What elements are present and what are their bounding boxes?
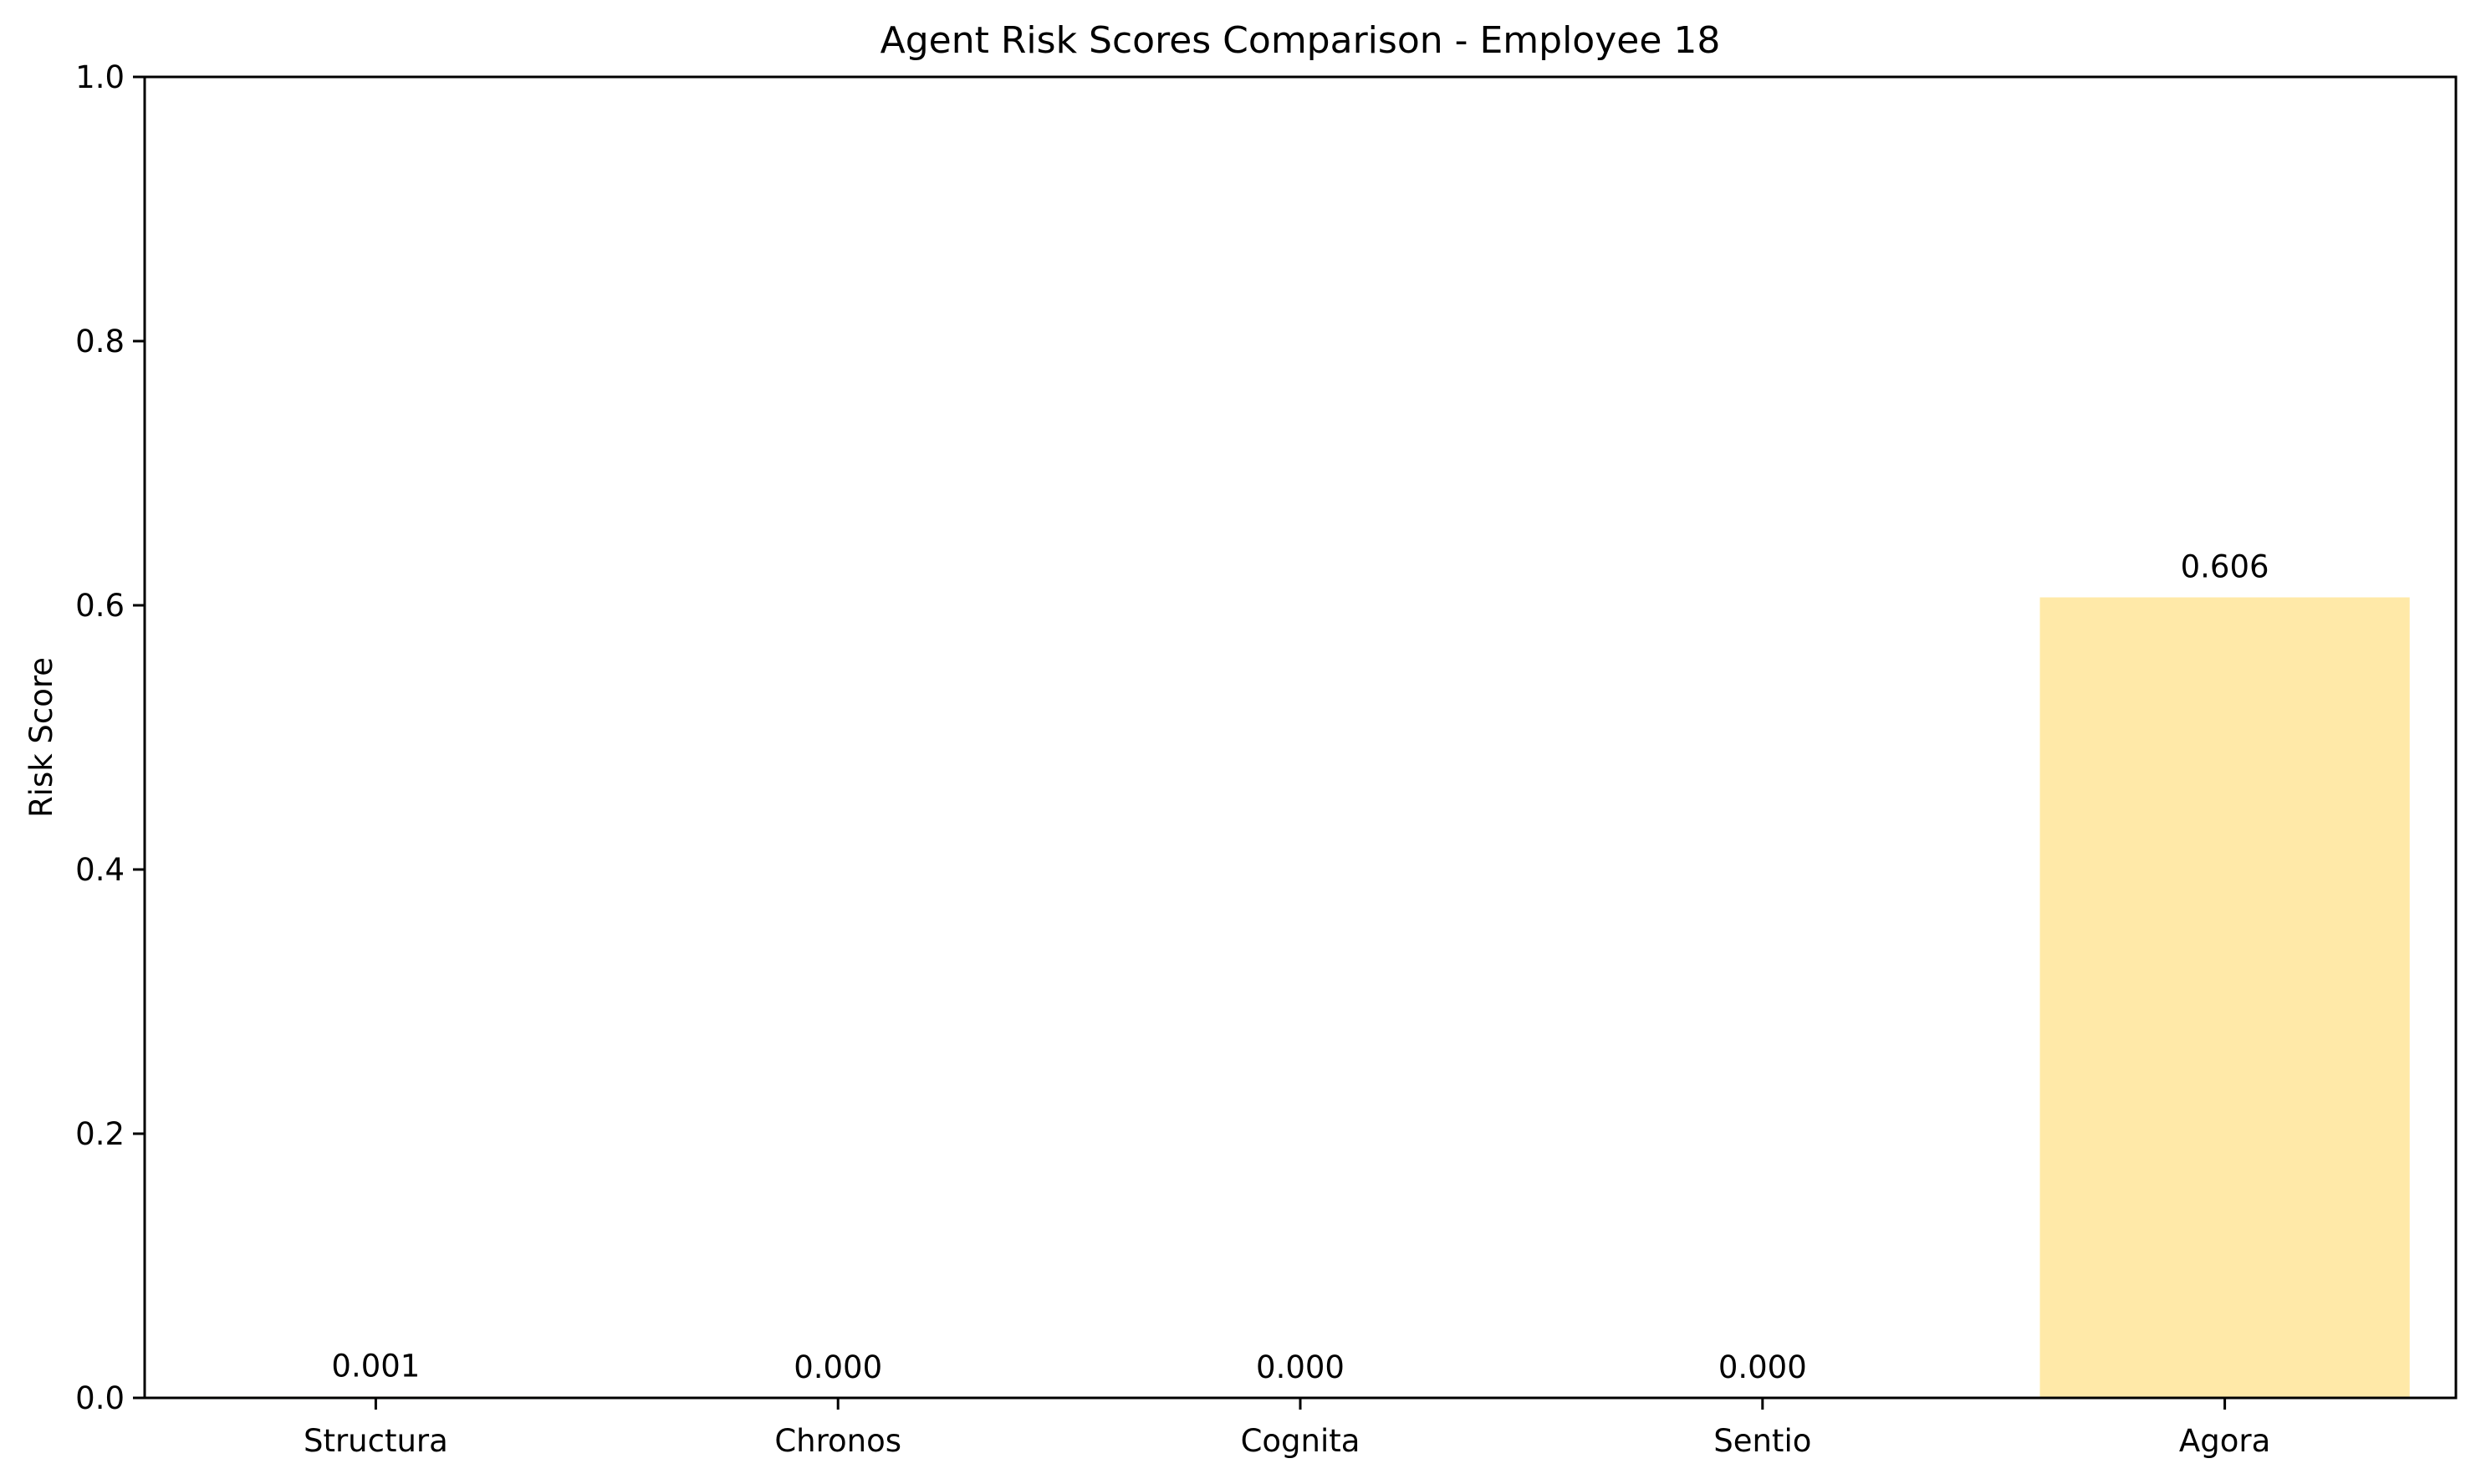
y-tick-label: 0.6 (75, 588, 125, 624)
x-tick-label: Sentio (1713, 1423, 1811, 1459)
y-tick-label: 0.0 (75, 1380, 125, 1416)
y-axis-title: Risk Score (23, 657, 59, 818)
data-label: 0.000 (1256, 1349, 1345, 1385)
x-axis: Structura Chronos Cognita Sentio Agora (304, 1398, 2270, 1459)
data-labels-layer: 0.001 0.000 0.000 0.000 0.606 (331, 549, 2269, 1385)
data-label: 0.001 (331, 1348, 420, 1384)
y-axis: 0.0 0.2 0.4 0.6 0.8 1.0 (75, 59, 145, 1416)
x-tick-label: Structura (304, 1423, 448, 1459)
x-tick-label: Chronos (774, 1423, 901, 1459)
chart-title: Agent Risk Scores Comparison - Employee … (881, 19, 1721, 62)
y-tick-label: 0.8 (75, 324, 125, 360)
y-tick-label: 1.0 (75, 59, 125, 95)
x-tick-label: Agora (2179, 1423, 2270, 1459)
bar-agora (2039, 597, 2410, 1398)
bars-layer (191, 597, 2410, 1398)
data-label: 0.606 (2181, 549, 2269, 585)
plot-frame (143, 75, 2458, 1400)
data-label: 0.000 (794, 1349, 882, 1385)
x-tick-label: Cognita (1241, 1423, 1360, 1459)
y-tick-label: 0.2 (75, 1116, 125, 1152)
y-tick-label: 0.4 (75, 852, 125, 888)
data-label: 0.000 (1718, 1349, 1807, 1385)
